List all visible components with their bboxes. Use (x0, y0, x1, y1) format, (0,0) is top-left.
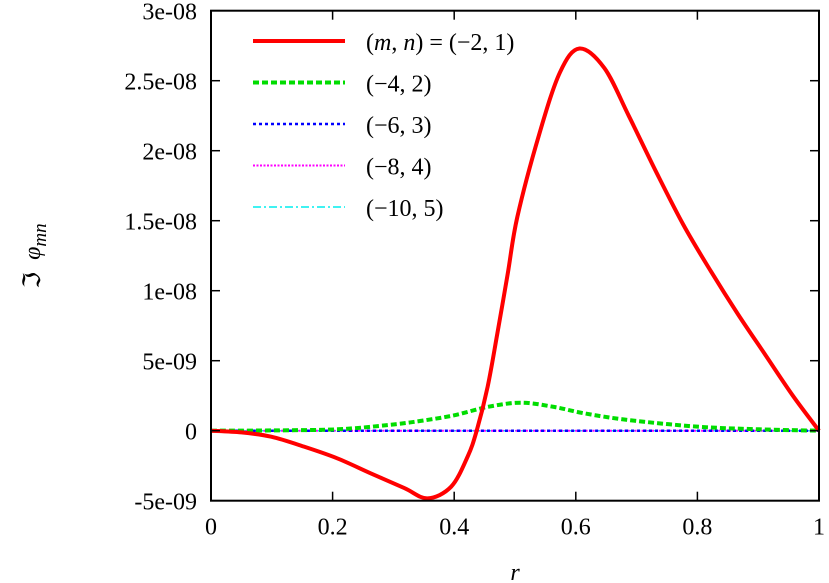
series-line-1 (210, 400, 820, 433)
y-label-subscript: mn (30, 223, 51, 246)
legend-label-part: ) = (−2, 1) (415, 30, 514, 56)
x-tick-label: 0.2 (318, 515, 348, 541)
legend: (m, n) = (−2, 1) (−4, 2) (−6, 3) (−8, 4) (−1… (253, 30, 514, 222)
x-axis-label: r (510, 560, 520, 583)
y-label-symbol: φ (20, 247, 46, 260)
x-tick-label: 0 (205, 515, 217, 541)
x-tick-label: 0.8 (682, 515, 712, 541)
series-layer (210, 46, 821, 501)
legend-label-4: (−10, 5) (366, 196, 444, 222)
y-tick-label: 2e-08 (142, 140, 197, 166)
y-tick-label: 5e-09 (142, 350, 197, 376)
axes: 0 0.2 0.4 0.6 0.8 1 -5e-09 0 5e-09 1e-08 1.5e-08 2e… (124, 0, 825, 541)
legend-label-0: (m, n) = (−2, 1) (366, 30, 514, 56)
y-tick-label: 2.5e-08 (124, 70, 197, 96)
plot-frame (210, 9, 820, 502)
legend-label-part: ( (366, 30, 374, 56)
legend-label-2: (−6, 3) (366, 113, 432, 139)
y-tick-label: 0 (185, 420, 197, 446)
y-tick-label: 3e-08 (142, 0, 197, 26)
y-label-prefix: ℑ (20, 272, 46, 289)
series-line-0 (210, 46, 821, 501)
x-tick-label: 1 (813, 515, 825, 541)
y-tick-label: -5e-09 (134, 490, 197, 516)
legend-label-1: (−4, 2) (366, 72, 432, 98)
x-tick-label: 0.4 (439, 515, 469, 541)
legend-label-part: m (374, 30, 391, 56)
x-tick-label: 0.6 (561, 515, 591, 541)
legend-label-part: , (391, 30, 403, 56)
legend-label-part: n (403, 30, 415, 56)
y-tick-label: 1.5e-08 (124, 210, 197, 236)
y-axis-label: ℑ φmn (20, 223, 51, 288)
legend-label-3: (−8, 4) (366, 155, 432, 181)
y-tick-label: 1e-08 (142, 280, 197, 306)
